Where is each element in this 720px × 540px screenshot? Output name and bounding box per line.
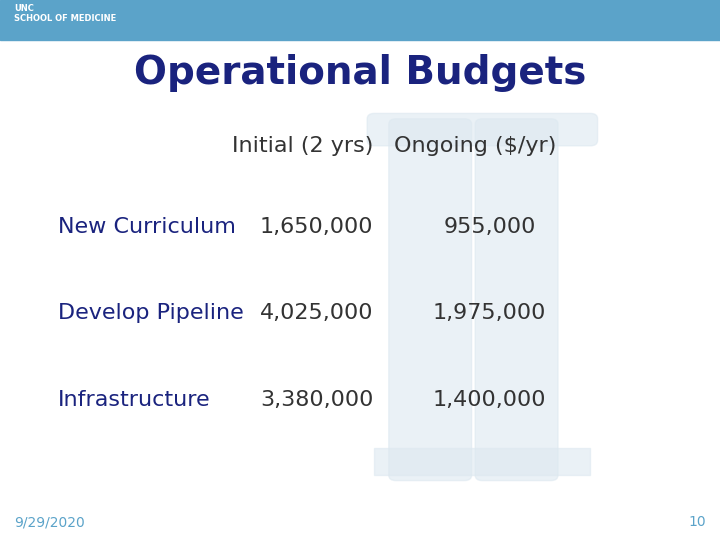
FancyBboxPatch shape	[389, 119, 472, 481]
Text: 9/29/2020: 9/29/2020	[14, 515, 85, 529]
Bar	[0, 0, 720, 40]
Text: Operational Budgets: Operational Budgets	[134, 54, 586, 92]
Text: Ongoing ($/yr): Ongoing ($/yr)	[394, 136, 557, 156]
Text: Infrastructure: Infrastructure	[58, 389, 210, 410]
Text: New Curriculum: New Curriculum	[58, 217, 235, 237]
Text: 1,400,000: 1,400,000	[433, 389, 546, 410]
Text: 1,650,000: 1,650,000	[260, 217, 374, 237]
Text: Initial (2 yrs): Initial (2 yrs)	[232, 136, 373, 156]
Text: 4,025,000: 4,025,000	[260, 303, 374, 323]
FancyBboxPatch shape	[367, 113, 598, 146]
Text: Develop Pipeline: Develop Pipeline	[58, 303, 243, 323]
Text: 3,380,000: 3,380,000	[260, 389, 374, 410]
Bar	[374, 448, 590, 475]
Text: 1,975,000: 1,975,000	[433, 303, 546, 323]
Text: 10: 10	[688, 515, 706, 529]
FancyBboxPatch shape	[475, 119, 558, 481]
Text: UNC
SCHOOL OF MEDICINE: UNC SCHOOL OF MEDICINE	[14, 4, 117, 23]
Text: 955,000: 955,000	[444, 217, 536, 237]
